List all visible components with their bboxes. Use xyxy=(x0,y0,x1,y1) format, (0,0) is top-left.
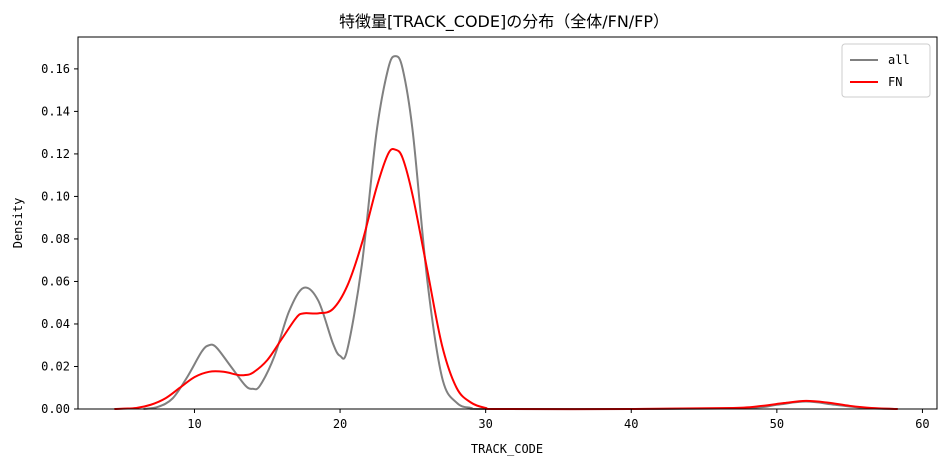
x-tick-label: 50 xyxy=(770,417,784,431)
legend-label-fn: FN xyxy=(888,75,902,89)
x-tick-label: 20 xyxy=(333,417,347,431)
y-tick-label: 0.00 xyxy=(41,402,70,416)
y-tick-label: 0.08 xyxy=(41,232,70,246)
legend: all FN xyxy=(841,43,931,98)
x-tick-label: 40 xyxy=(624,417,638,431)
legend-label-all: all xyxy=(888,53,910,67)
y-tick-label: 0.02 xyxy=(41,359,70,373)
y-axis-label: Density xyxy=(11,198,25,249)
y-tick-label: 0.14 xyxy=(41,104,70,118)
x-tick-label: 60 xyxy=(915,417,929,431)
legend-box xyxy=(841,43,931,98)
x-tick-label: 30 xyxy=(478,417,492,431)
y-tick-label: 0.06 xyxy=(41,274,70,288)
y-tick-label: 0.04 xyxy=(41,317,70,331)
series-line-fn xyxy=(114,148,898,411)
y-axis: 0.00 0.02 0.04 0.06 0.08 0.10 0.12 0.14 0.16 xyxy=(41,62,78,416)
y-tick-label: 0.10 xyxy=(41,189,70,203)
x-axis-label: TRACK_CODE xyxy=(471,442,543,456)
plot-frame xyxy=(77,36,938,410)
y-tick-label: 0.16 xyxy=(41,62,70,76)
x-axis: 10 20 30 40 50 60 xyxy=(187,409,930,431)
y-tick-label: 0.12 xyxy=(41,147,70,161)
x-tick-label: 10 xyxy=(187,417,201,431)
chart-title: 特徴量[TRACK_CODE]の分布（全体/FN/FP） xyxy=(339,12,669,32)
series-line-all xyxy=(143,55,898,411)
plot-area xyxy=(114,55,898,411)
